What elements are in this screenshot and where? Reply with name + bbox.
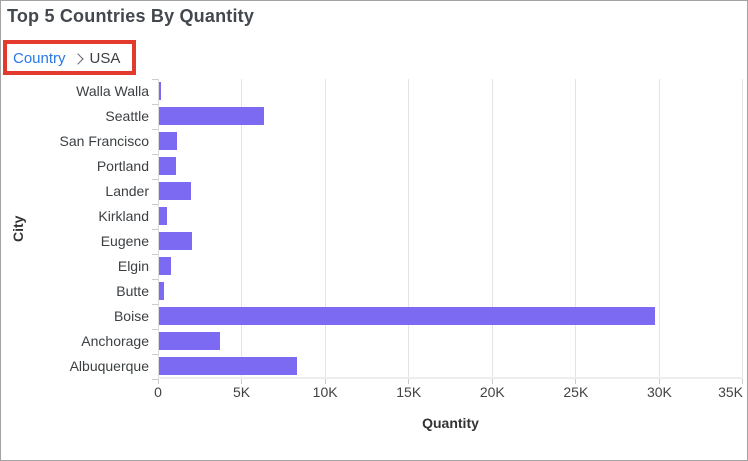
x-axis-tick — [324, 379, 326, 384]
x-axis-title: Quantity — [422, 415, 479, 431]
x-tick-label: 25K — [563, 384, 589, 400]
bar-row — [159, 104, 743, 129]
gridline — [658, 79, 660, 377]
bar-row — [159, 329, 743, 354]
y-axis-tick — [152, 154, 158, 155]
y-axis-tick — [152, 379, 158, 380]
bar-row — [159, 129, 743, 154]
bar-lander[interactable] — [159, 182, 191, 200]
category-label: Eugene — [100, 233, 149, 249]
y-axis-tick — [152, 179, 158, 180]
category-label: Seattle — [105, 108, 149, 124]
category-label: Walla Walla — [76, 83, 149, 99]
x-axis-tick — [241, 379, 243, 384]
bar-row — [159, 154, 743, 179]
plot-area — [152, 79, 743, 384]
x-axis-tick — [158, 379, 159, 384]
gridline — [742, 79, 743, 377]
y-axis-tick — [152, 79, 158, 80]
y-axis-tick — [152, 104, 158, 105]
x-axis-tick — [742, 379, 743, 384]
bar-kirkland[interactable] — [159, 207, 168, 225]
x-tick-label: 5K — [233, 384, 251, 400]
bar-row — [159, 204, 743, 229]
x-axis-tick-labels: 0 5K 10K 15K 20K 25K 30K 35K — [154, 384, 743, 400]
category-label: Kirkland — [98, 208, 149, 224]
bar-butte[interactable] — [159, 282, 164, 300]
bar-row — [159, 79, 743, 104]
bar-elgin[interactable] — [159, 257, 171, 275]
bar-row — [159, 354, 743, 379]
bar-boise[interactable] — [159, 307, 655, 325]
y-axis-tick — [152, 279, 158, 280]
x-tick-label: 0 — [154, 384, 162, 400]
y-axis-tick — [152, 129, 158, 130]
page-title: Top 5 Countries By Quantity — [7, 6, 255, 26]
category-label: Boise — [113, 308, 149, 324]
bar-san-francisco[interactable] — [159, 132, 177, 150]
gridline — [491, 79, 493, 377]
bar-walla-walla[interactable] — [159, 82, 161, 100]
bar-row — [159, 229, 743, 254]
gridline — [241, 79, 243, 377]
x-axis-tick — [575, 379, 577, 384]
bar-row — [159, 179, 743, 204]
category-label: Portland — [96, 158, 149, 174]
x-tick-label: 20K — [479, 384, 505, 400]
x-tick-label: 10K — [312, 384, 338, 400]
bar-eugene[interactable] — [159, 232, 193, 250]
x-tick-label: 35K — [718, 384, 743, 400]
gridline — [324, 79, 326, 377]
gridline — [575, 79, 577, 377]
bar-row — [159, 254, 743, 279]
chevron-right-icon — [71, 52, 84, 65]
category-label: Anchorage — [81, 333, 149, 349]
bar-anchorage[interactable] — [159, 332, 220, 350]
breadcrumb: Country USA — [13, 47, 120, 69]
category-label: Albuquerque — [69, 358, 149, 374]
y-axis-tick — [152, 204, 158, 205]
category-label: San Francisco — [59, 133, 149, 149]
x-axis-tick — [491, 379, 493, 384]
y-axis-tick — [152, 354, 158, 355]
bar-seattle[interactable] — [159, 107, 265, 125]
category-label: Lander — [105, 183, 149, 199]
breadcrumb-item-country[interactable]: Country — [13, 49, 66, 67]
bar-portland[interactable] — [159, 157, 176, 175]
y-axis-tick — [152, 304, 158, 305]
x-tick-label: 30K — [646, 384, 672, 400]
bar-row — [159, 304, 743, 329]
breadcrumb-item-usa: USA — [89, 49, 121, 67]
category-label: Butte — [116, 283, 149, 299]
category-label: Elgin — [117, 258, 149, 274]
bar-row — [159, 279, 743, 304]
x-axis-tick — [408, 379, 410, 384]
bar-albuquerque[interactable] — [159, 357, 297, 375]
y-axis-tick — [152, 329, 158, 330]
x-axis-tick — [658, 379, 660, 384]
y-axis-tick — [152, 229, 158, 230]
gridline — [408, 79, 410, 377]
y-axis-tick — [152, 254, 158, 255]
x-tick-label: 15K — [396, 384, 422, 400]
y-axis-labels: Walla Walla Seattle San Francisco Portland L… — [1, 79, 149, 379]
